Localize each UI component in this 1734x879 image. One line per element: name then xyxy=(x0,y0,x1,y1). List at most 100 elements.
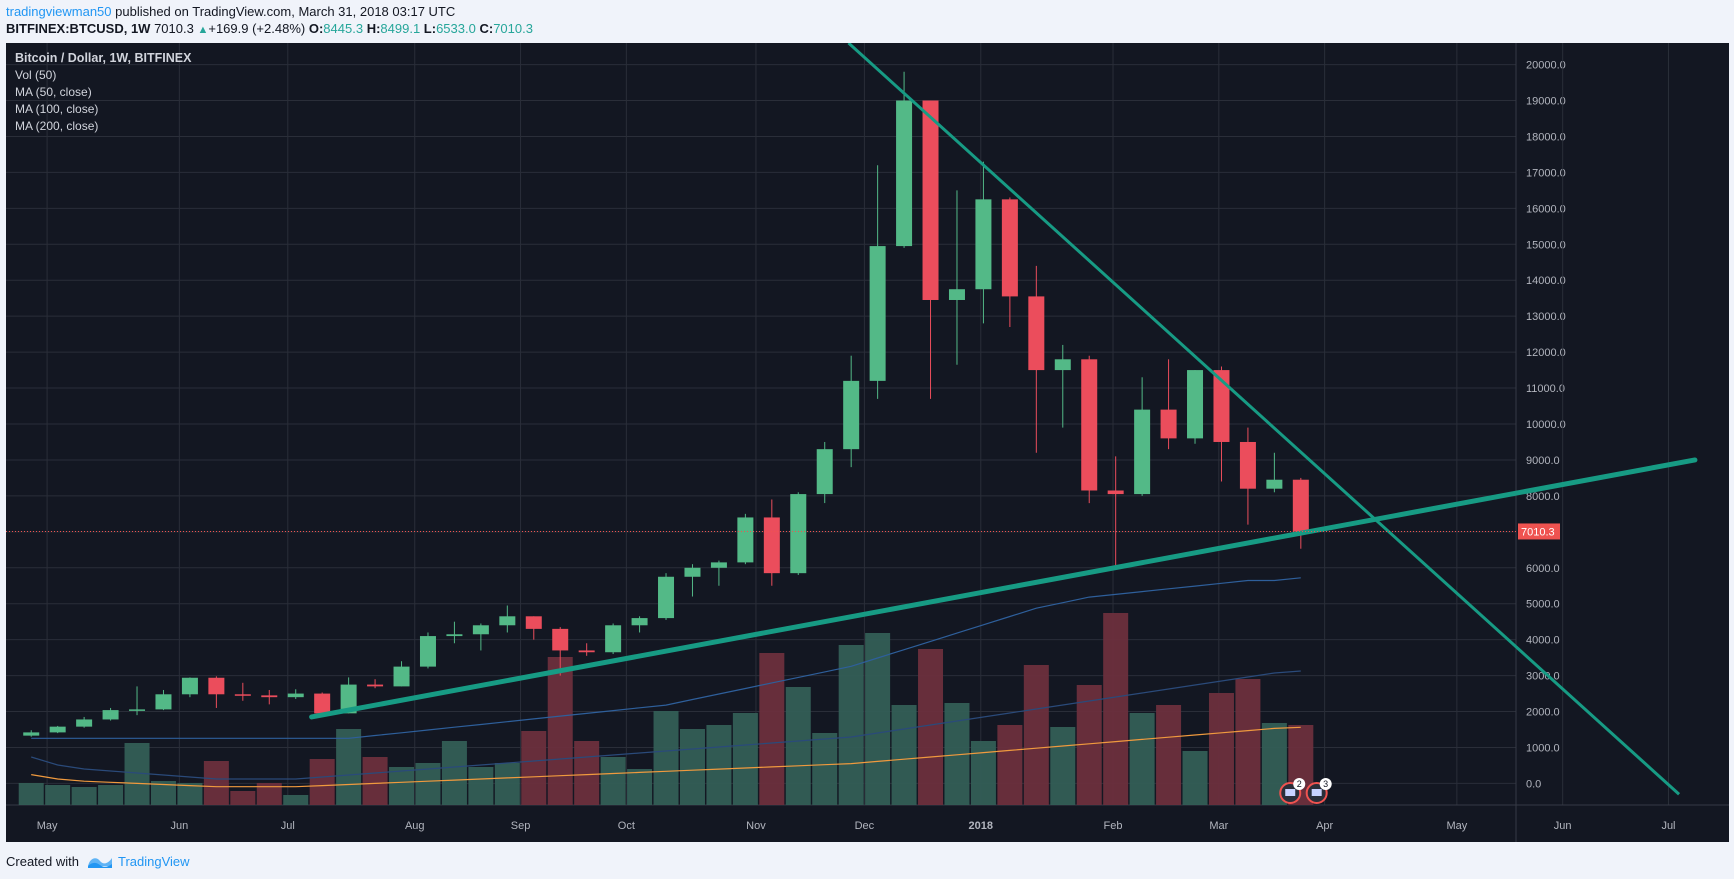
flag-count: 2 xyxy=(1297,779,1302,789)
candle-body xyxy=(287,693,304,698)
volume-bar xyxy=(71,787,97,805)
tradingview-logo-icon[interactable] xyxy=(86,852,114,872)
x-tick-label: Oct xyxy=(618,820,635,832)
candle-body xyxy=(658,576,675,619)
volume-bar xyxy=(521,731,547,805)
tradingview-brand[interactable]: TradingView xyxy=(118,854,190,869)
candle-body xyxy=(261,695,278,698)
support-trendline xyxy=(309,457,1698,720)
x-tick-label: May xyxy=(1446,820,1467,832)
x-tick-label: Aug xyxy=(405,820,425,832)
volume-bar xyxy=(203,761,229,805)
candle-body xyxy=(1134,409,1151,495)
volume-bar xyxy=(627,769,653,805)
y-tick-label: 20000.0 xyxy=(1526,60,1566,72)
candle-body xyxy=(1239,441,1256,489)
volume-bar xyxy=(1235,679,1261,805)
low-label: L: xyxy=(423,21,437,36)
flag-icon xyxy=(1311,789,1322,796)
candle-body xyxy=(816,449,833,495)
volume-bar xyxy=(45,785,71,805)
volume-bar xyxy=(653,711,679,805)
candle-body xyxy=(525,616,542,629)
flag-count-bubble xyxy=(1293,778,1306,790)
footer: Created with TradingView xyxy=(0,849,1734,879)
candle-body xyxy=(684,567,701,577)
volume-bar xyxy=(309,759,335,805)
volume-bar xyxy=(283,795,309,805)
volume-bar xyxy=(1129,713,1155,805)
candle-body xyxy=(1266,479,1283,489)
chart-pane[interactable]: 0.01000.02000.03000.04000.05000.06000.07… xyxy=(6,43,1729,842)
candle-body xyxy=(23,732,40,736)
author-link[interactable]: tradingviewman50 xyxy=(6,4,112,19)
event-flag-icon[interactable]: 3 xyxy=(1305,778,1332,804)
price-chart[interactable]: 0.01000.02000.03000.04000.05000.06000.07… xyxy=(6,43,1729,842)
candle-body xyxy=(737,517,754,563)
volume-bar xyxy=(600,757,626,805)
candle-body xyxy=(340,684,357,714)
event-flag-icon[interactable]: 2 xyxy=(1279,778,1306,804)
candle-body xyxy=(790,494,807,574)
candle-body xyxy=(631,618,648,626)
volume-bar xyxy=(679,729,705,805)
volume-bar xyxy=(732,713,758,805)
x-tick-label: Apr xyxy=(1316,820,1333,832)
flag-icon xyxy=(1285,789,1296,796)
flag-count: 3 xyxy=(1323,779,1328,789)
volume-bar xyxy=(256,783,282,805)
volume-bar xyxy=(547,657,573,805)
candle-body xyxy=(419,636,436,667)
created-with-text: Created with xyxy=(6,854,79,869)
y-tick-label: 13000.0 xyxy=(1526,311,1566,323)
volume-bar xyxy=(785,687,811,805)
y-tick-label: 2000.0 xyxy=(1526,707,1560,719)
volume-bar xyxy=(812,733,838,805)
y-tick-label: 14000.0 xyxy=(1526,275,1566,287)
published-text: published on TradingView.com, March 31, … xyxy=(111,4,456,19)
y-tick-label: 15000.0 xyxy=(1526,239,1566,251)
legend-title: Bitcoin / Dollar, 1W, BITFINEX xyxy=(15,51,192,65)
legend-vol[interactable]: Vol (50) xyxy=(15,68,57,82)
candle-body xyxy=(181,677,198,695)
x-tick-label: Jul xyxy=(281,820,295,832)
candle-body xyxy=(1107,490,1124,495)
close-value: 7010.3 xyxy=(493,21,533,36)
candle-body xyxy=(367,684,384,687)
legend-ma100[interactable]: MA (100, close) xyxy=(15,102,99,116)
candle-body xyxy=(1081,359,1098,491)
candle-body xyxy=(49,726,66,733)
candle-body xyxy=(155,694,172,710)
candle-body xyxy=(446,634,463,637)
volume-bar xyxy=(1208,693,1234,805)
last-price-badge xyxy=(1518,523,1560,540)
open-label: O: xyxy=(308,21,324,36)
chart-legend: Bitcoin / Dollar, 1W, BITFINEX Vol (50) … xyxy=(15,50,191,135)
volume-bar xyxy=(706,725,732,805)
x-tick-label: Jun xyxy=(1554,820,1572,832)
x-tick-label: Jun xyxy=(170,820,188,832)
volume-bar xyxy=(494,763,520,805)
symbol-label: BITFINEX:BTCUSD, 1W xyxy=(6,21,151,36)
y-tick-label: 17000.0 xyxy=(1526,167,1566,179)
legend-ma50[interactable]: MA (50, close) xyxy=(15,85,92,99)
x-tick-label: May xyxy=(37,820,58,832)
candle-body xyxy=(843,380,860,450)
y-tick-label: 16000.0 xyxy=(1526,203,1566,215)
candle-body xyxy=(76,719,93,727)
candle-body xyxy=(208,677,225,695)
volume-bar xyxy=(1103,613,1129,805)
up-triangle-icon: ▲ xyxy=(197,24,209,36)
volume-bar xyxy=(468,767,494,805)
y-tick-label: 4000.0 xyxy=(1526,635,1560,647)
y-tick-label: 18000.0 xyxy=(1526,131,1566,143)
chart-header: tradingviewman50 published on TradingVie… xyxy=(0,0,1734,43)
legend-ma200[interactable]: MA (200, close) xyxy=(15,119,99,133)
high-value: 8499.1 xyxy=(380,21,421,36)
candle-body xyxy=(552,628,569,651)
volume-bar xyxy=(1182,751,1208,805)
y-tick-label: 11000.0 xyxy=(1526,383,1565,395)
volume-bar xyxy=(918,649,944,805)
volume-bar xyxy=(997,725,1023,805)
y-tick-label: 1000.0 xyxy=(1526,742,1560,754)
